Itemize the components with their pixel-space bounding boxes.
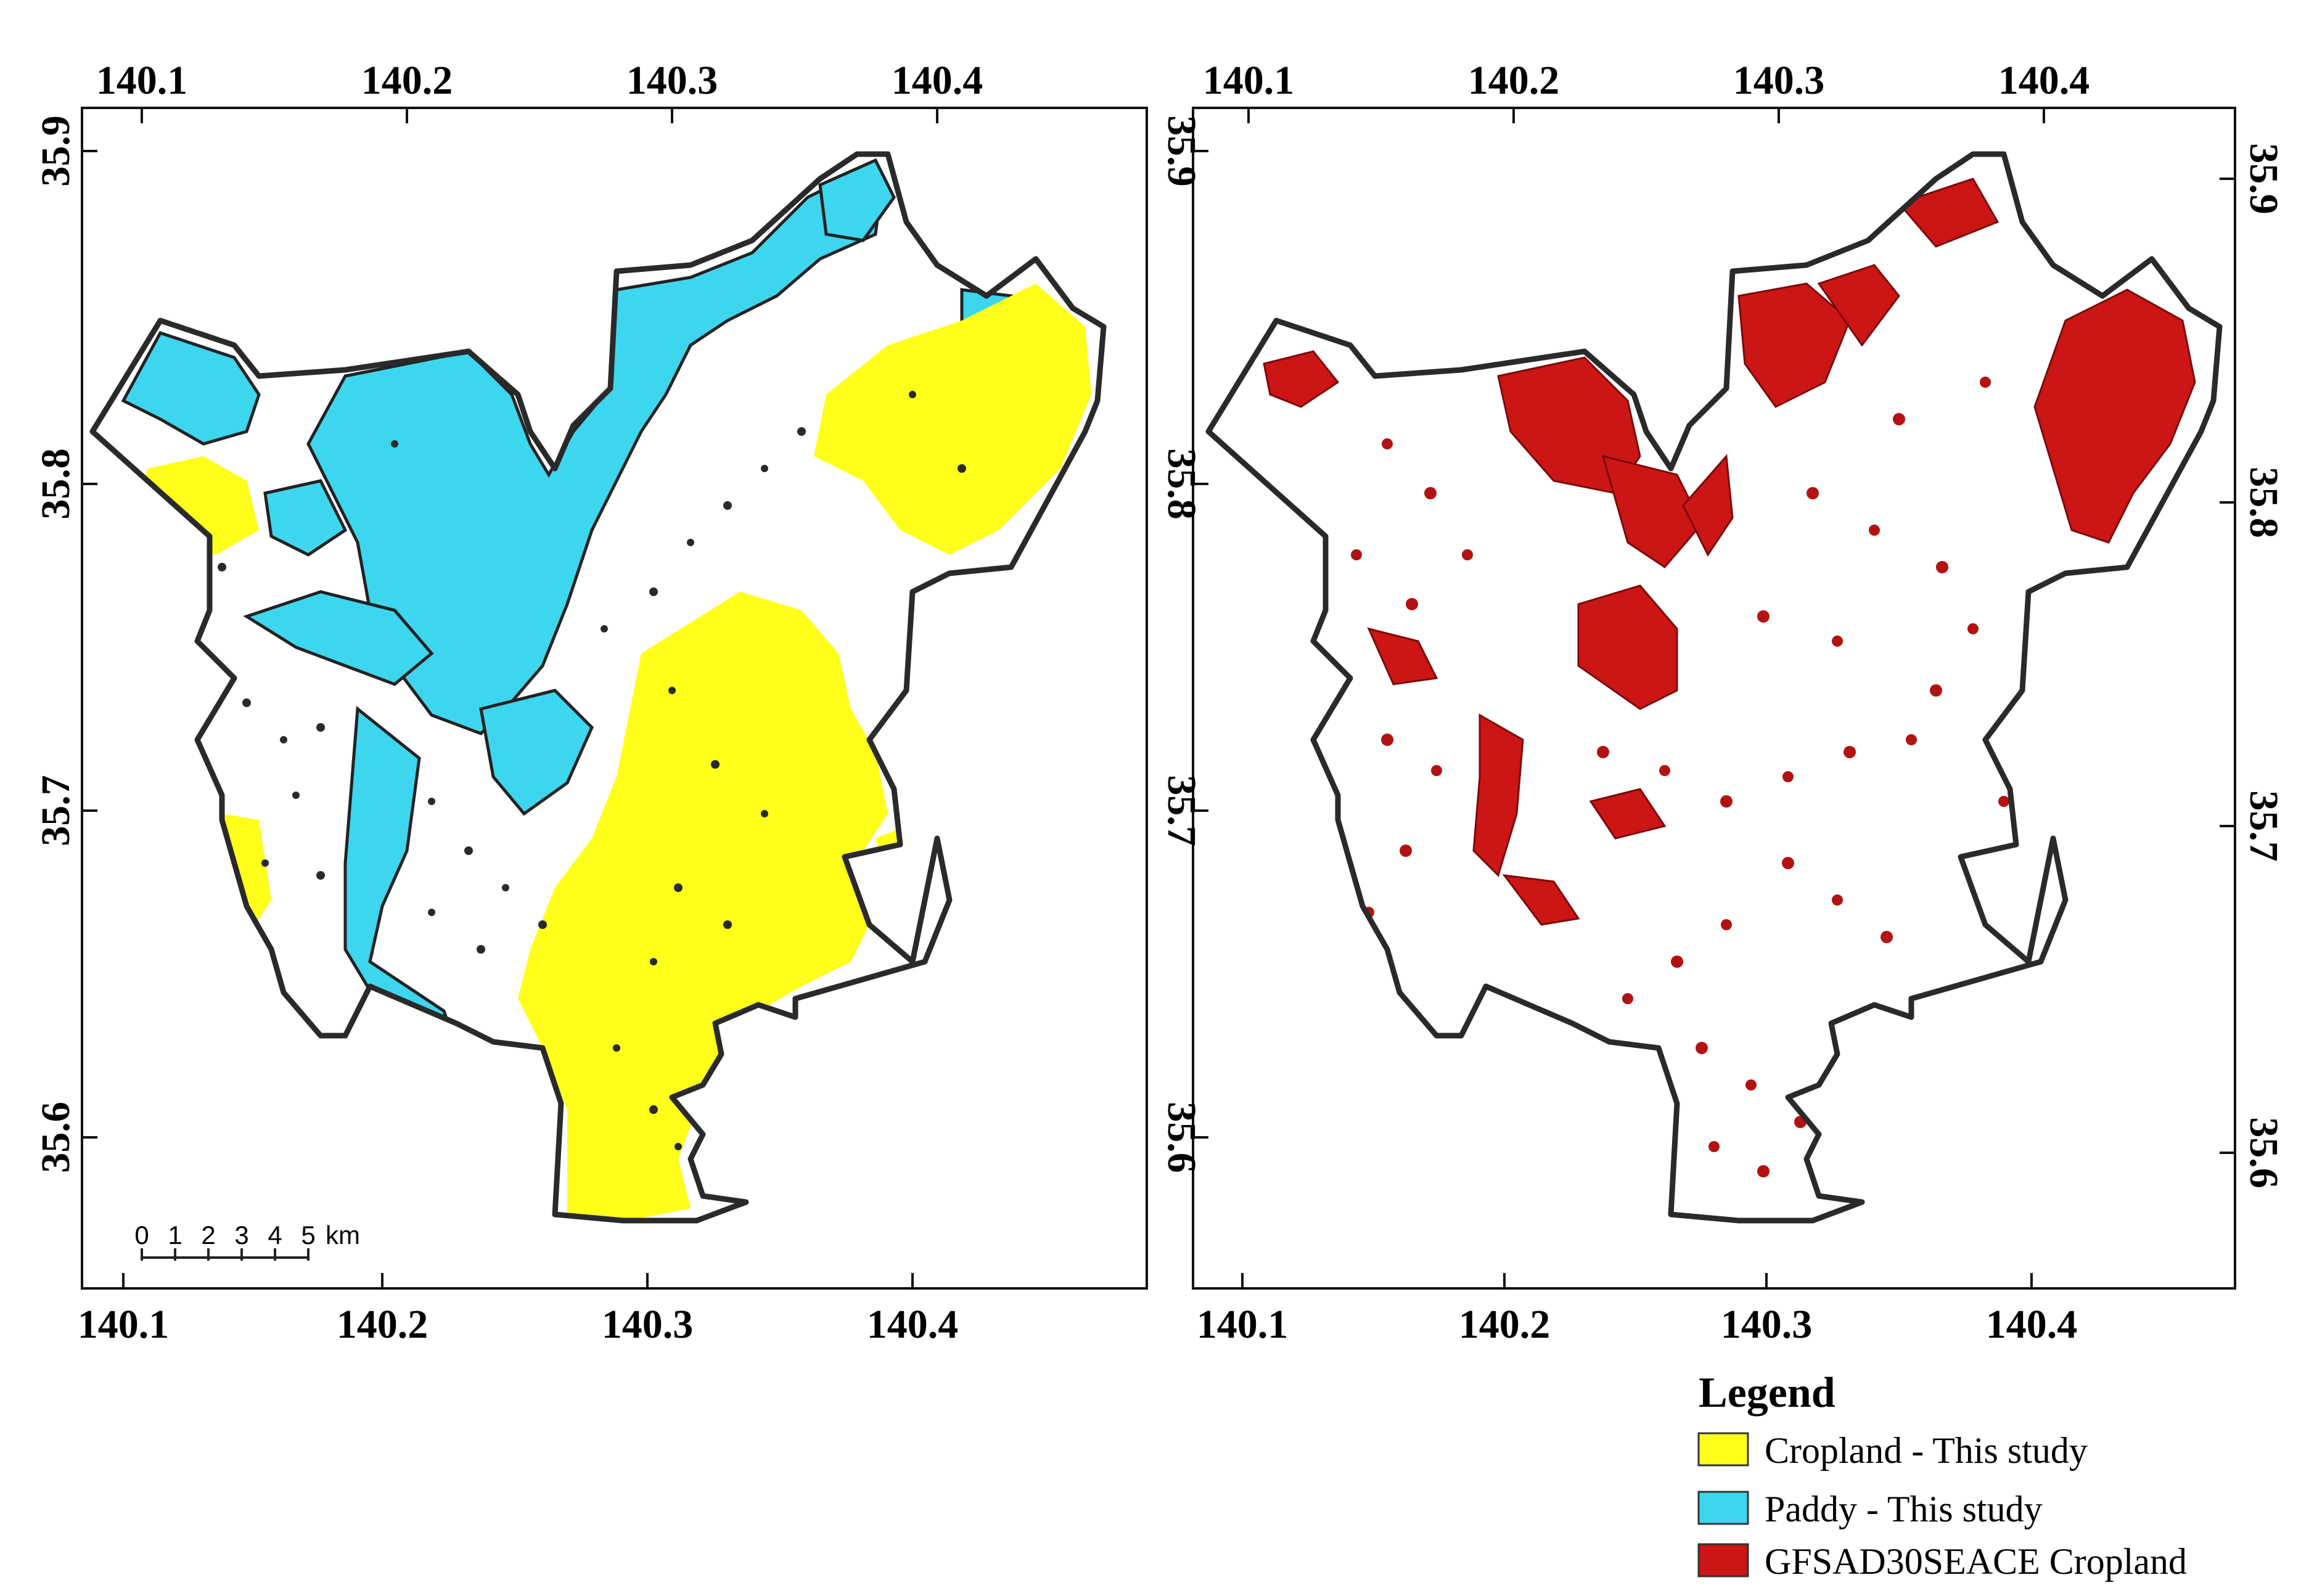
legend-swatch-paddy: [1697, 1491, 1749, 1525]
y-tick-label: 35.6: [33, 1102, 78, 1173]
scale-tick: 1: [168, 1221, 182, 1250]
x-tick-label: 140.2: [1459, 1302, 1551, 1347]
gfsad-cropland: [1263, 178, 2196, 926]
scale-bar: 0 1 2 3 4 5 km: [134, 1221, 360, 1261]
scale-tick: 2: [201, 1221, 215, 1250]
paddy-area: [479, 689, 594, 816]
x-tick-label: 140.1: [1197, 1302, 1289, 1347]
x-tick-label: 140.1: [96, 58, 188, 103]
x-tick-label: 140.4: [1986, 1302, 2078, 1347]
paddy-area: [121, 330, 261, 446]
x-tick-label: 140.3: [602, 1302, 694, 1347]
dark-patches: [181, 366, 966, 1150]
scale-tick: 4: [268, 1221, 282, 1250]
paddy-area: [243, 590, 434, 686]
x-axis-top-right: 140.1 140.2 140.3 140.4: [1203, 58, 2090, 123]
scale-tick: 5: [301, 1221, 315, 1250]
x-tick-label: 140.2: [361, 58, 453, 103]
legend-label: Cropland - This study: [1765, 1430, 2088, 1471]
x-tick-label: 140.4: [892, 58, 983, 103]
x-tick-label: 140.1: [78, 1302, 170, 1347]
y-tick-label: 35.8: [2241, 467, 2286, 538]
y-axis-right-outer: 35.9 35.8 35.7 35.6: [2220, 143, 2286, 1189]
x-axis-bottom-right: 140.1 140.2 140.3 140.4: [1197, 1273, 2078, 1347]
legend: Legend Cropland - This study Paddy - Thi…: [1697, 1369, 2187, 1582]
paddy-area: [343, 706, 459, 1062]
y-tick-label: 35.7: [33, 775, 78, 846]
x-tick-label: 140.3: [626, 58, 718, 103]
x-axis-top-left: 140.1 140.2 140.3 140.4: [96, 58, 983, 123]
legend-label: GFSAD30SEACE Cropland: [1765, 1541, 2187, 1582]
legend-swatch-cropland: [1697, 1432, 1749, 1467]
y-tick-label: 35.9: [33, 115, 78, 187]
x-tick-label: 140.2: [337, 1302, 429, 1347]
cropland-area: [814, 284, 1091, 555]
paddy-area: [263, 479, 348, 557]
y-tick-label: 35.9: [2241, 143, 2286, 215]
x-tick-label: 140.3: [1733, 58, 1825, 103]
paddy-area: [818, 158, 896, 242]
x-tick-label: 140.4: [1998, 58, 2090, 103]
paddy-area: [306, 171, 884, 735]
y-tick-label: 35.7: [2241, 790, 2286, 862]
legend-title: Legend: [1699, 1369, 1835, 1417]
scale-tick: 0: [134, 1221, 149, 1250]
x-tick-label: 140.1: [1203, 58, 1295, 103]
cropland-area: [518, 592, 888, 1221]
x-axis-bottom-left: 140.1 140.2 140.3 140.4: [78, 1273, 959, 1347]
scale-unit: km: [326, 1221, 360, 1250]
y-axis-right-inner: 35.9 35.8 35.7 35.6: [1159, 115, 1208, 1173]
y-tick-label: 35.8: [33, 448, 78, 520]
legend-swatch-gfsad: [1697, 1543, 1749, 1578]
y-axis-left: 35.9 35.8 35.7 35.6: [33, 115, 97, 1173]
scale-tick: 3: [234, 1221, 248, 1250]
x-tick-label: 140.3: [1721, 1302, 1813, 1347]
x-tick-label: 140.2: [1468, 58, 1560, 103]
legend-label: Paddy - This study: [1765, 1489, 2043, 1529]
y-tick-label: 35.6: [2241, 1117, 2286, 1189]
x-tick-label: 140.4: [867, 1302, 959, 1347]
